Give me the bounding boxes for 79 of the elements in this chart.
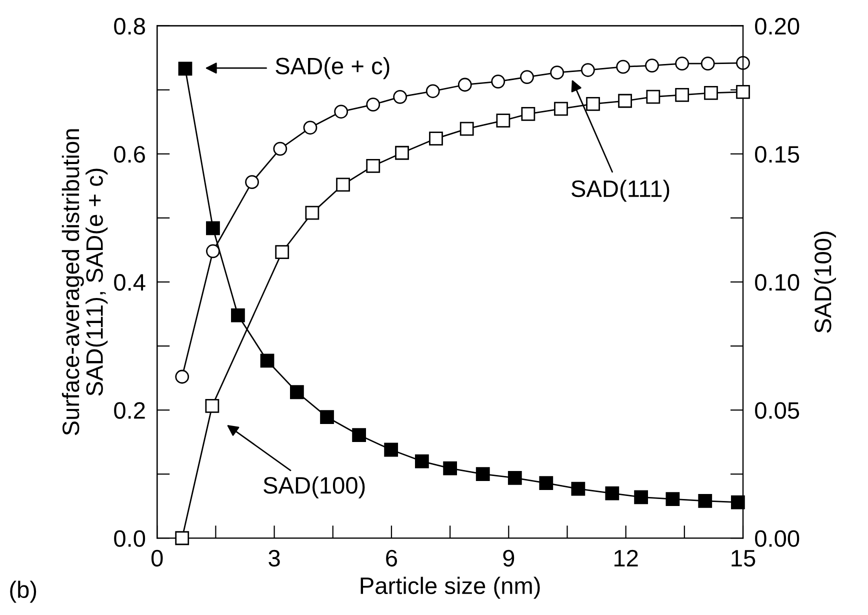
point (175, 531, 190, 546)
point (206, 221, 220, 236)
y-tick-label: 0.8 (114, 18, 145, 35)
x-axis-title: Particle size (nm) (360, 576, 540, 599)
y-tick-label: 0.0 (114, 530, 146, 547)
y2-tick-label: 0.00 (755, 530, 800, 547)
point (666, 492, 680, 506)
y-axis-title: Surface-averaged distribution SAD(111), SAD(e + c) (62, 129, 108, 436)
y2-tick-label: 0.10 (755, 274, 800, 291)
point (320, 410, 334, 424)
y2-axis-title: SAD(100) (814, 232, 836, 333)
point (580, 63, 595, 77)
y2-tick-label: 0.05 (755, 402, 800, 419)
point (366, 98, 380, 112)
point (290, 385, 304, 400)
point (352, 428, 366, 442)
point (730, 495, 745, 510)
point (305, 206, 320, 220)
point (520, 70, 534, 84)
point (205, 399, 220, 413)
point (384, 442, 398, 457)
x-tick-label: 9 (503, 550, 514, 567)
point (586, 97, 600, 111)
point (646, 90, 660, 104)
x-tick-label: 12 (614, 550, 638, 566)
point (334, 104, 348, 119)
point (554, 102, 568, 116)
y-tick-label: 0.6 (114, 146, 145, 163)
y2-tick-label: 0.20 (755, 18, 800, 35)
point (273, 142, 288, 156)
point (508, 470, 522, 485)
point (395, 146, 409, 160)
annotation: SAD(111) (572, 180, 670, 202)
y2-tick-label: 0.15 (755, 146, 800, 163)
point (366, 159, 380, 173)
point (245, 175, 259, 190)
point (491, 74, 506, 88)
point (698, 494, 712, 508)
point (460, 122, 474, 136)
x-tick-label: 6 (386, 550, 397, 567)
x-tick-label: 3 (268, 550, 280, 567)
point (206, 244, 220, 258)
point (458, 78, 472, 92)
point (616, 60, 630, 74)
text: (b) (10, 580, 36, 603)
point (393, 90, 408, 104)
point (675, 88, 690, 102)
point (175, 370, 190, 384)
annotation: SAD(100) (264, 476, 365, 498)
point (178, 62, 192, 76)
point (521, 107, 536, 121)
point (260, 354, 274, 368)
x-tick-label: 0 (151, 550, 163, 567)
point (571, 482, 586, 496)
point (700, 56, 715, 71)
point (426, 84, 440, 98)
point (736, 84, 750, 99)
point (496, 114, 510, 128)
point (645, 58, 659, 72)
point (476, 467, 490, 482)
point (336, 178, 350, 192)
point (275, 245, 290, 259)
point (736, 56, 750, 70)
x-tick-label: 15 (732, 550, 756, 567)
point (675, 56, 690, 71)
point (550, 66, 564, 80)
y-tick-label: 0.4 (114, 274, 146, 291)
point (704, 86, 718, 100)
point (605, 486, 620, 500)
point (303, 120, 318, 135)
point (231, 308, 245, 322)
point (634, 490, 648, 504)
point (539, 476, 554, 490)
annotation: SAD(e + c) (276, 57, 390, 80)
point (618, 94, 632, 108)
y-tick-label: 0.2 (114, 402, 145, 419)
point (443, 461, 458, 476)
point (429, 132, 443, 146)
point (414, 454, 429, 468)
